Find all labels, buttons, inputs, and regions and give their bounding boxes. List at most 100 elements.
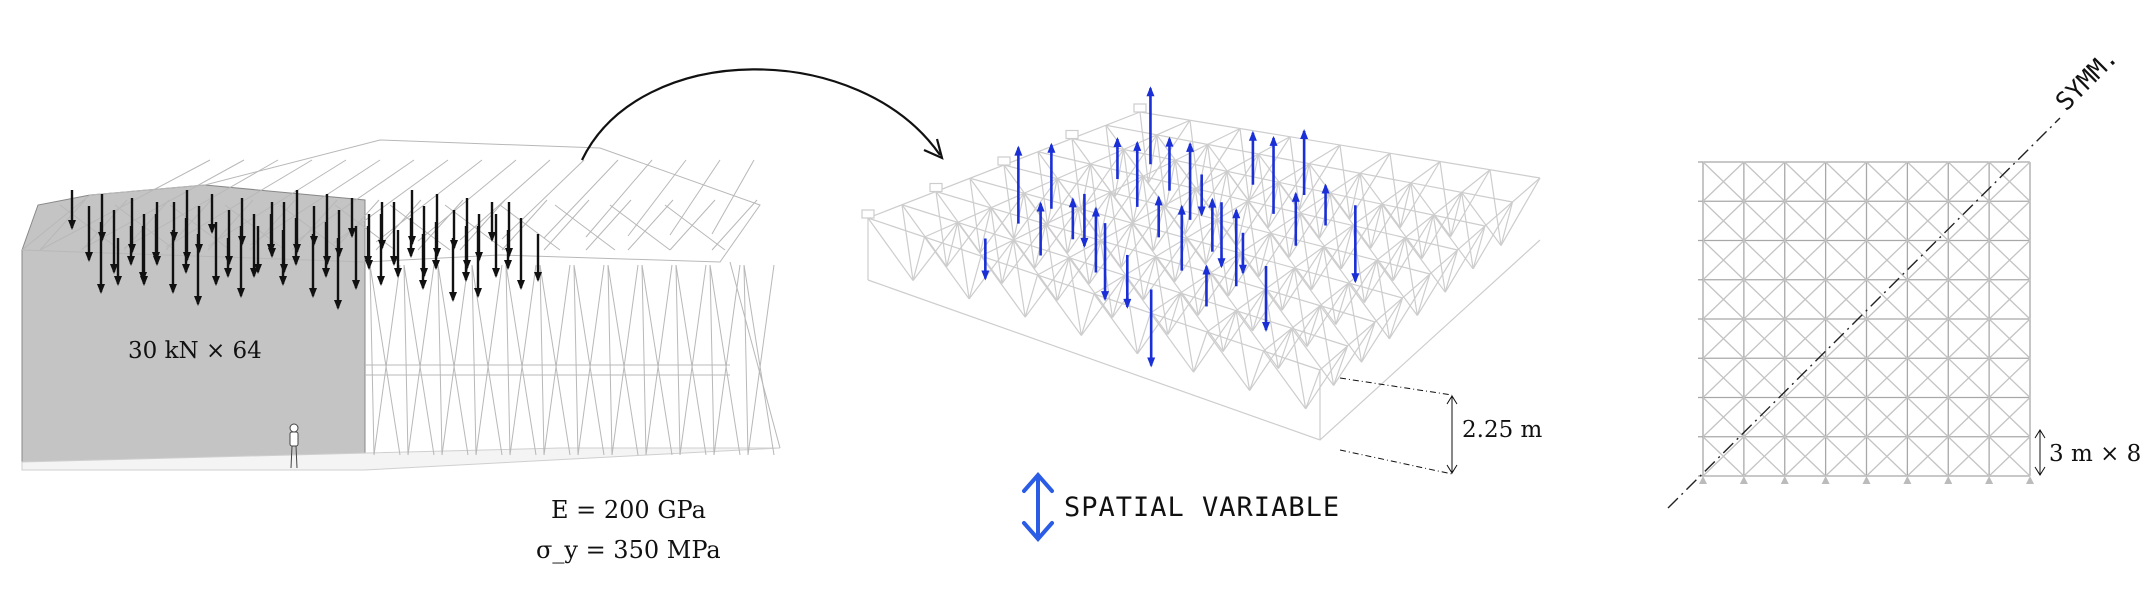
web-member — [1450, 192, 1463, 237]
load-arrowhead — [348, 228, 356, 238]
web-member — [1329, 193, 1342, 270]
legend-label: SPATIAL VARIABLE — [1064, 492, 1340, 523]
variable-arrowhead — [1351, 273, 1360, 284]
web-member — [1131, 223, 1145, 300]
web-member — [1432, 214, 1474, 270]
load-arrowhead — [97, 284, 105, 294]
web-member — [1236, 200, 1249, 246]
web-member — [1269, 233, 1283, 311]
web-member — [1335, 282, 1350, 325]
brace — [505, 264, 537, 456]
load-arrowhead — [488, 232, 496, 242]
load-label: 30 kN × 64 — [128, 338, 262, 364]
web-member — [1333, 345, 1349, 386]
variable-arrowhead — [1147, 357, 1156, 368]
plan-diagonal — [1825, 357, 1867, 398]
depth-label: 2.25 m — [1462, 417, 1543, 443]
load-arrowhead — [377, 276, 385, 286]
symmetry-label: SYMM. — [2050, 43, 2124, 117]
web-member — [1376, 260, 1418, 316]
roof-member — [81, 159, 245, 250]
brace — [679, 264, 707, 456]
roof-member — [501, 159, 585, 240]
web-member — [1093, 293, 1138, 355]
variable-arrowhead — [1154, 195, 1163, 206]
spatial-variable-arrows — [981, 86, 1360, 368]
web-member — [1264, 289, 1279, 369]
web-member — [1207, 144, 1218, 218]
web-member — [1323, 246, 1365, 303]
roof-outline — [21, 139, 761, 263]
web-member — [1500, 177, 1541, 246]
load-arrowhead — [267, 244, 275, 254]
plan-diagonal — [1988, 318, 2031, 359]
plan-diagonal — [1866, 397, 1908, 438]
brace — [641, 264, 673, 456]
plan-diagonal — [1784, 279, 1827, 320]
web-member — [1376, 260, 1391, 339]
web-member — [1167, 292, 1182, 335]
brace — [437, 264, 469, 456]
column — [709, 264, 715, 456]
web-member — [969, 177, 1015, 240]
web-member — [1012, 239, 1026, 318]
web-member — [1080, 293, 1095, 336]
web-member — [1257, 153, 1269, 228]
support-icon — [1739, 476, 1748, 484]
web-member — [1363, 237, 1406, 303]
web-member — [1439, 161, 1452, 237]
web-member — [1222, 310, 1237, 352]
column — [743, 264, 749, 456]
plan-diagonal — [1988, 279, 2031, 320]
column — [607, 264, 613, 456]
spacing-dimension — [2034, 429, 2046, 476]
web-member — [1120, 223, 1133, 268]
plan-diagonal — [1906, 318, 1949, 359]
brace — [645, 264, 673, 456]
plan-diagonal — [1743, 397, 1786, 438]
web-member — [1056, 257, 1070, 301]
web-member — [1269, 232, 1313, 290]
web-member — [1340, 225, 1354, 270]
plan-diagonal — [1906, 436, 1949, 477]
plan-diagonal — [1906, 357, 1949, 398]
column — [641, 264, 647, 456]
web-member — [1174, 160, 1186, 235]
brace — [373, 264, 401, 456]
hangar-panel: 30 kN × 64 E = 200 GPa σ_y = 350 MPa — [21, 139, 781, 564]
plan-diagonal — [1988, 200, 2031, 241]
web-member — [1207, 144, 1250, 202]
load-arrows — [68, 190, 542, 310]
web-member — [1037, 151, 1049, 225]
brace — [471, 264, 503, 456]
variable-arrowhead — [1036, 201, 1045, 212]
web-member — [867, 217, 914, 281]
plan-diagonal — [1906, 161, 1949, 202]
brace — [543, 264, 571, 456]
web-member — [1071, 138, 1082, 212]
roof-member — [585, 199, 632, 251]
web-member — [1359, 173, 1372, 249]
web-member — [1100, 240, 1145, 300]
web-member — [1139, 111, 1149, 184]
plan-diagonal — [1906, 200, 1949, 241]
plan-diagonal — [1702, 161, 1745, 202]
web-member — [1156, 134, 1200, 193]
web-member — [1194, 188, 1207, 264]
web-member — [1216, 219, 1260, 278]
web-member — [1319, 305, 1362, 363]
plan-diagonal — [1784, 357, 1827, 398]
web-member — [1198, 144, 1209, 193]
support-icon — [1944, 476, 1953, 484]
variable-arrowhead — [1197, 206, 1206, 217]
load-arrowhead — [352, 280, 360, 290]
load-arrowhead — [68, 220, 76, 230]
web-member — [1329, 192, 1372, 249]
roof-member — [417, 199, 464, 251]
plan-diagonal — [1906, 279, 1949, 320]
roof-member — [664, 204, 726, 251]
web-member — [1209, 272, 1224, 352]
roof-member — [711, 159, 755, 235]
plan-diagonal — [1743, 161, 1786, 202]
load-arrowhead — [517, 280, 525, 290]
